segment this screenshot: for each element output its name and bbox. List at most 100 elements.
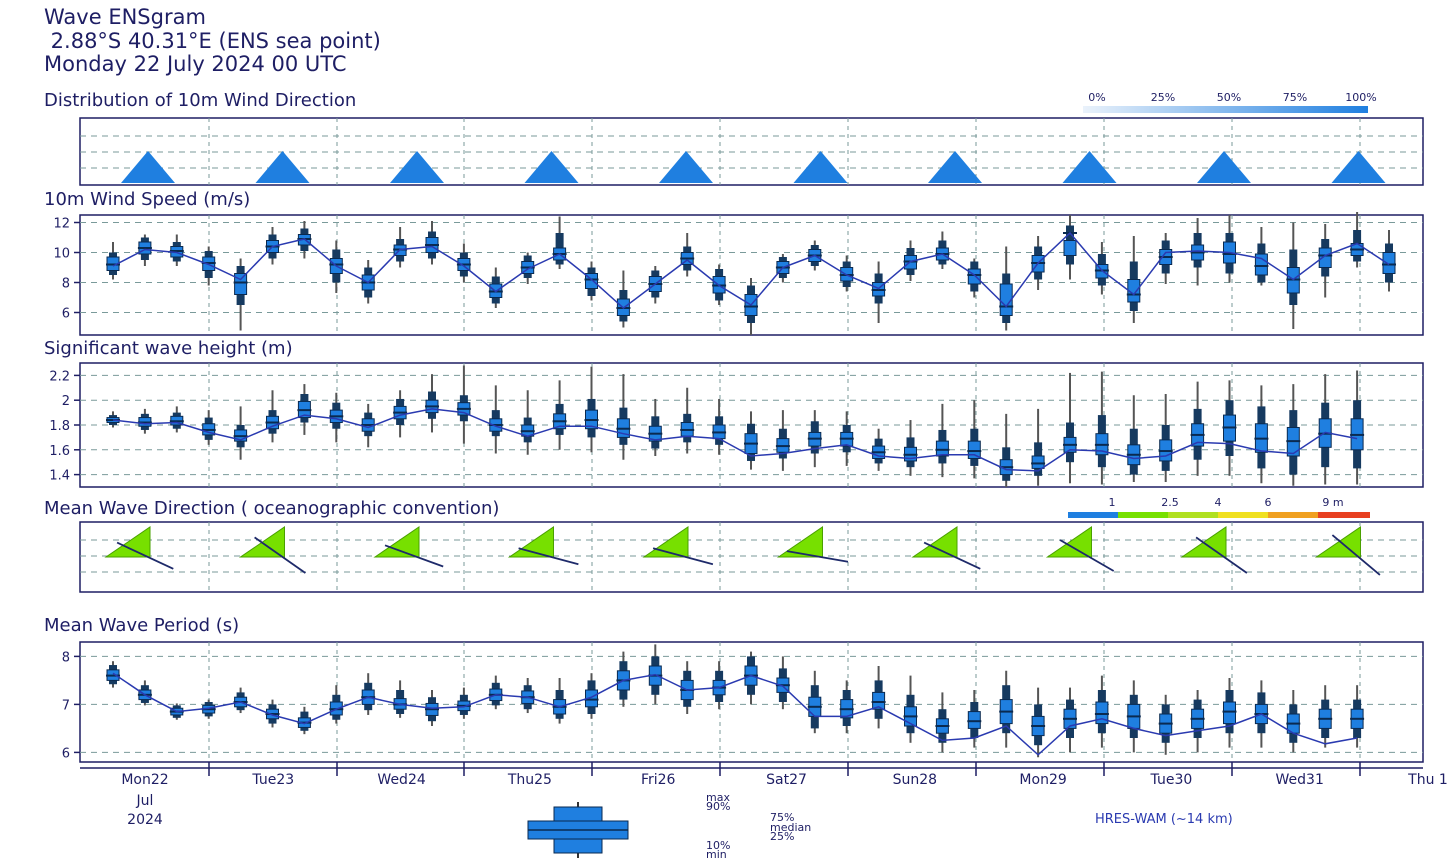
legend-p10-label: 10%	[706, 839, 730, 852]
wave-height-box-27	[967, 440, 981, 459]
legend-p90-label: 90%	[706, 800, 730, 813]
legend-max-label: max	[706, 791, 730, 804]
day-label-8: Tue30	[1150, 772, 1193, 788]
wave-dir-legend-seg-1	[1118, 512, 1168, 518]
wave-dir-arrow-7	[1059, 539, 1115, 572]
day-label-6: Sun28	[893, 772, 937, 788]
wind-dir-legend-label-3: 75%	[1283, 91, 1307, 104]
day-label-9: Wed31	[1276, 772, 1324, 788]
wave-dir-legend-label-4: 9 m	[1322, 496, 1343, 509]
wave-dir-legend-seg-3	[1218, 512, 1268, 518]
wave-dir-arrow-3	[518, 547, 579, 566]
wind-dir-rose-4	[659, 151, 713, 183]
wind-dir-legend-label-4: 100%	[1345, 91, 1376, 104]
wave-dir-legend-seg-5	[1318, 512, 1370, 518]
day-label-10: Thu 1	[1407, 772, 1448, 788]
year-label: 2024	[127, 812, 163, 828]
wind-dir-rose-8	[1197, 151, 1251, 183]
day-label-1: Tue23	[251, 772, 294, 788]
wave-period-box-27	[967, 711, 981, 729]
wave-dir-sector-5	[776, 526, 823, 558]
wave-dir-legend-label-3: 6	[1265, 496, 1272, 509]
wind-dir-rose-5	[793, 151, 848, 183]
wave-dir-sector-6	[911, 526, 958, 558]
wind-dir-rose-7	[1062, 151, 1117, 183]
wind-dir-title: Distribution of 10m Wind Direction	[44, 90, 357, 111]
wave-dir-legend-seg-4	[1268, 512, 1318, 518]
wind-speed-ytick-label-0: 6	[62, 307, 70, 322]
wind-speed-box-30	[1063, 240, 1077, 256]
wind-speed-box-36	[1254, 253, 1268, 276]
wind-speed-ytick-label-2: 10	[53, 247, 70, 262]
wave-dir-arrow-6	[923, 541, 981, 570]
wave-period-ytick-label-2: 8	[62, 650, 70, 665]
wave-height-ytick-label-4: 2.2	[49, 369, 70, 384]
wave-period-boxes	[106, 644, 1365, 758]
wind-speed-ytick-label-3: 12	[53, 217, 70, 232]
wave-height-boxes	[106, 365, 1365, 487]
wind-speed-box-38	[1318, 247, 1332, 268]
wave-dir-legend-seg-2	[1168, 512, 1218, 518]
wave-dir-arrow-4	[652, 547, 714, 566]
wind-speed-box-27	[967, 268, 981, 285]
wave-dir-arrow-9	[1331, 534, 1381, 576]
wave-dir-title: Mean Wave Direction ( oceanographic conv…	[44, 498, 500, 519]
wind-dir-rose-1	[255, 151, 310, 183]
wind-dir-rose-0	[121, 151, 175, 183]
wave-dir-frame	[79, 521, 1424, 593]
wind-speed-hres-line	[112, 231, 1390, 309]
day-label-0: Mon22	[121, 772, 168, 788]
day-label-4: Fri26	[641, 772, 676, 788]
wave-period-box-24	[872, 691, 886, 710]
wind-dir-legend-bar	[1083, 106, 1368, 113]
wave-height-hres-line	[112, 408, 1358, 472]
wave-dir-arrow-2	[384, 544, 444, 568]
wave-dir-arrow-8	[1195, 536, 1248, 574]
forecast-date: Monday 22 July 2024 00 UTC	[44, 52, 347, 76]
wave-dir-sector-7	[1045, 526, 1092, 558]
legend-p75-label: 75%	[770, 811, 794, 824]
source-label: HRES-WAM (~14 km)	[1095, 812, 1233, 827]
wind-dir-rose-3	[524, 151, 579, 183]
day-label-5: Sat27	[766, 772, 807, 788]
wind-dir-legend-label-1: 25%	[1151, 91, 1175, 104]
wave-dir-arrow-5	[786, 550, 849, 563]
wave-period-box-31	[1095, 701, 1109, 725]
day-label-7: Mon29	[1019, 772, 1066, 788]
wave-dir-legend-label-2: 4	[1215, 496, 1222, 509]
wind-speed-boxes	[106, 212, 1396, 335]
chart-title: Wave ENSgram	[44, 5, 206, 29]
wave-height-ytick-label-0: 1.4	[49, 469, 70, 484]
wave-period-frame	[79, 641, 1424, 763]
legend-min-label: min	[706, 848, 727, 860]
wind-dir-rose-6	[928, 151, 982, 183]
wave-dir-legend-label-0: 1	[1109, 496, 1116, 509]
wave-height-ytick-label-2: 1.8	[49, 419, 70, 434]
legend-p25-label: 25%	[770, 830, 794, 843]
wind-speed-box-4	[234, 273, 248, 295]
wave-dir-legend-label-1: 2.5	[1161, 496, 1179, 509]
wind-speed-box-40	[1382, 252, 1396, 274]
location-label: 2.88°S 40.31°E (ENS sea point)	[44, 29, 381, 53]
day-label-3: Thu25	[507, 772, 552, 788]
wave-height-ytick-label-1: 1.6	[49, 444, 70, 459]
day-label-2: Wed24	[377, 772, 425, 788]
wave-dir-legend-seg-0	[1068, 512, 1118, 518]
wave-period-title: Mean Wave Period (s)	[44, 615, 240, 636]
wave-period-box-35	[1223, 701, 1236, 725]
wind-dir-legend-label-0: 0%	[1088, 91, 1105, 104]
wind-dir-legend-label-2: 50%	[1217, 91, 1241, 104]
wave-period-ytick-label-0: 6	[62, 746, 70, 761]
wind-dir-rose-9	[1331, 151, 1386, 183]
wind-speed-ytick-label-1: 8	[62, 277, 70, 292]
wave-height-title: Significant wave height (m)	[44, 338, 293, 359]
wave-height-box-29	[1031, 455, 1045, 469]
wave-period-hres-line	[112, 672, 1358, 756]
wave-height-box-26	[935, 440, 949, 457]
month-label: Jul	[136, 793, 154, 809]
wave-period-ytick-label-1: 7	[62, 698, 70, 713]
wave-dir-arrow-0	[116, 541, 174, 570]
wave-dir-sector-2	[373, 526, 420, 558]
legend-median-label: median	[770, 821, 811, 834]
